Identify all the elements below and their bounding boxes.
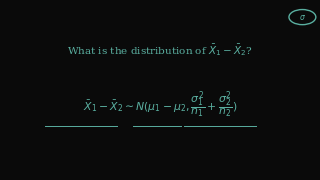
Text: What is the distribution of $\bar{X}_1 - \bar{X}_2$?: What is the distribution of $\bar{X}_1 -… xyxy=(67,42,253,58)
Text: $\bar{X}_1 - \bar{X}_2 \sim N(\mu_1 - \mu_2, \dfrac{\sigma_1^2}{n_1} + \dfrac{\s: $\bar{X}_1 - \bar{X}_2 \sim N(\mu_1 - \m… xyxy=(83,89,237,120)
Text: $\sigma$: $\sigma$ xyxy=(299,13,306,22)
Circle shape xyxy=(295,13,310,21)
